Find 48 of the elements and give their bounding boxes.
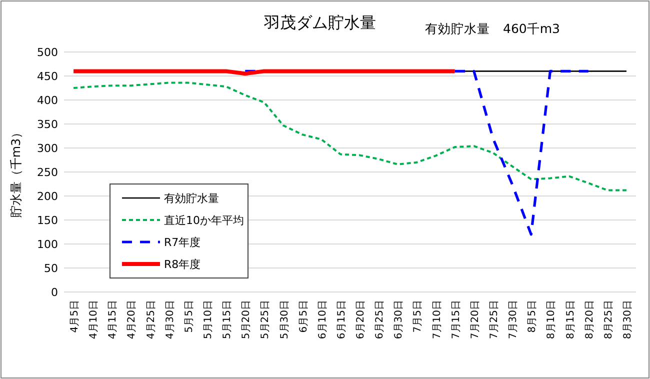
x-tick-label: 7月5日 (412, 300, 424, 333)
legend-label: R8年度 (164, 258, 201, 271)
x-tick-label: 8月15日 (565, 300, 576, 340)
x-tick-label: 5月5日 (184, 300, 195, 333)
x-tick-label: 4月20日 (126, 300, 138, 340)
y-tick-label: 450 (37, 70, 58, 83)
x-tick-label: 7月30日 (508, 300, 520, 340)
x-tick-label: 4月25日 (146, 300, 157, 340)
x-tick-label: 7月10日 (432, 300, 443, 340)
x-tick-label: 4月30日 (164, 300, 176, 340)
legend-label: R7年度 (164, 236, 201, 249)
y-tick-label: 300 (37, 142, 58, 155)
x-tick-label: 6月25日 (374, 300, 386, 340)
x-tick-label: 4月15日 (108, 300, 119, 340)
x-tick-label: 8月30日 (622, 300, 634, 340)
y-tick-label: 400 (37, 94, 58, 107)
y-tick-label: 350 (37, 118, 58, 131)
x-tick-label: 4月5日 (70, 300, 81, 333)
x-tick-label: 7月25日 (489, 300, 500, 340)
x-tick-label: 4月10日 (88, 300, 100, 340)
x-tick-label: 5月10日 (203, 300, 214, 340)
x-tick-label: 6月30日 (394, 300, 405, 340)
y-tick-label: 250 (37, 166, 58, 179)
legend-label: 有効貯水量 (164, 192, 219, 205)
x-tick-label: 8月25日 (603, 300, 614, 340)
y-axis-title: 貯水量（千m3） (9, 126, 23, 218)
x-tick-label: 5月20日 (241, 300, 252, 340)
x-tick-label: 5月30日 (279, 300, 290, 340)
x-tick-label: 5月25日 (260, 300, 272, 340)
x-tick-label: 8月10日 (546, 300, 558, 340)
x-tick-label: 6月15日 (336, 300, 348, 340)
x-tick-label: 6月5日 (298, 300, 310, 333)
x-tick-label: 8月5日 (527, 300, 538, 333)
x-tick-label: 7月15日 (450, 300, 462, 340)
x-tick-label: 8月20日 (584, 300, 596, 340)
text: 有効貯水量 460千m3 (425, 21, 560, 36)
y-tick-label: 0 (51, 286, 58, 299)
x-tick-label: 6月10日 (317, 300, 328, 340)
x-tick-label: 5月15日 (222, 300, 234, 340)
x-tick-label: 7月20日 (470, 300, 481, 340)
y-tick-label: 50 (44, 262, 58, 275)
x-tick-label: 6月20日 (356, 300, 367, 340)
y-tick-label: 200 (37, 190, 58, 203)
y-tick-label: 500 (37, 46, 58, 59)
chart-title: 羽茂ダム貯水量 (263, 13, 376, 32)
legend-label: 直近10か年平均 (164, 214, 244, 227)
y-tick-label: 100 (37, 238, 58, 251)
y-tick-label: 150 (37, 214, 58, 227)
